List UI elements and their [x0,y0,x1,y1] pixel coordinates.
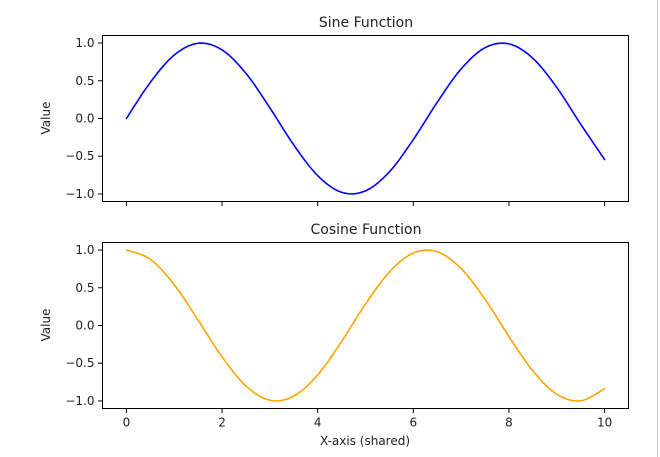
x-tick-label: 4 [314,416,322,430]
x-axis-label: X-axis (shared) [320,434,410,448]
x-tick-label: 2 [218,416,226,430]
y-ticks: 1.0 0.5 0.0 −0.5 −1.0 [65,36,103,201]
x-ticks: 0 2 4 6 8 10 [123,408,612,430]
y-axis-label: Value [39,309,53,342]
plot-frame [102,242,629,409]
y-tick-label: 0.5 [75,281,94,295]
x-ticks [125,201,606,206]
y-axis-label: Value [39,102,53,135]
y-tick-label: −1.0 [65,187,94,201]
y-tick-label: −0.5 [65,356,94,370]
series-line-sine [125,42,606,195]
y-tick-label: −0.5 [65,149,94,163]
x-tick-label: 6 [409,416,417,430]
y-tick-label: 1.0 [75,36,94,50]
x-tick-label: 0 [123,416,131,430]
subplot-cosine: Cosine Function Value 0 2 4 6 8 10 1.0 0.5 0.0 −… [39,222,629,448]
x-tick-label: 10 [597,416,612,430]
y-tick-label: 1.0 [75,243,94,257]
subplot-title: Sine Function [319,15,413,31]
plot-frame [102,35,629,202]
y-tick-label: 0.5 [75,74,94,88]
subplot-sine: Sine Function Value 1.0 0.5 0.0 −0.5 −1.0 [39,15,629,206]
x-tick-label: 8 [505,416,513,430]
series-line-cosine [125,249,606,402]
y-tick-label: 0.0 [75,319,94,333]
y-tick-label: 0.0 [75,112,94,126]
subplot-title: Cosine Function [310,222,421,238]
y-ticks: 1.0 0.5 0.0 −0.5 −1.0 [65,243,103,408]
y-tick-label: −1.0 [65,394,94,408]
